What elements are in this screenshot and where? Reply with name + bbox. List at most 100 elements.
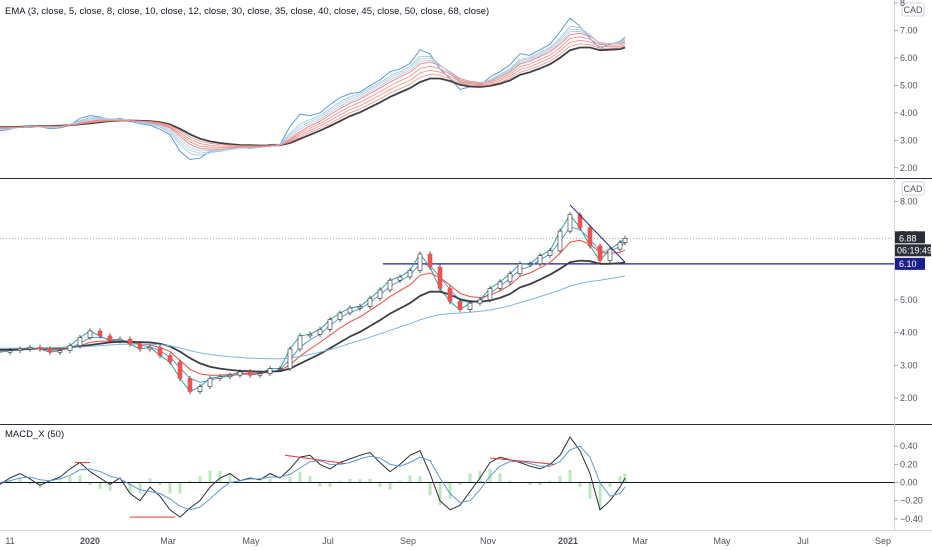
x-tick-label: May xyxy=(713,536,731,546)
candle-body xyxy=(47,348,53,353)
candle-body xyxy=(287,348,293,369)
price-currency-badge[interactable]: CAD xyxy=(901,181,925,196)
candle-body xyxy=(187,378,193,392)
price-y-tick-label: 8.00 xyxy=(900,197,918,207)
candle-body xyxy=(207,378,213,387)
candle-body xyxy=(497,281,503,289)
macd-y-tick-label: −0.20 xyxy=(900,496,923,506)
candle-body xyxy=(177,361,183,379)
candle-body xyxy=(507,273,513,283)
ema-legend[interactable]: EMA (3, close, 5, close, 8, close, 10, c… xyxy=(5,6,489,17)
macd-series-1 xyxy=(0,445,626,511)
ema-y-tick-label: 4.00 xyxy=(900,108,918,118)
macd-histogram-bar xyxy=(558,476,562,483)
macd-histogram-bar xyxy=(318,482,322,487)
macd-histogram-bar xyxy=(208,470,212,483)
macd-histogram-bar xyxy=(428,482,432,496)
macd-histogram-bar xyxy=(448,482,452,499)
ema-currency-badge[interactable]: CAD xyxy=(901,2,925,17)
ema-panel[interactable] xyxy=(0,17,626,161)
macd-histogram-bar xyxy=(458,482,462,486)
macd-histogram-bar xyxy=(418,476,422,483)
candle-body xyxy=(67,345,73,351)
macd-histogram-bar xyxy=(128,482,132,492)
candle-body xyxy=(217,376,223,379)
macd-histogram-bar xyxy=(188,480,192,483)
candle-body xyxy=(37,347,43,350)
x-tick-label: Sep xyxy=(875,536,891,546)
macd-histogram-bar xyxy=(578,482,582,488)
candle-body xyxy=(622,238,628,243)
macd-panel[interactable] xyxy=(0,436,894,518)
price-series-1 xyxy=(0,226,626,383)
candle-body xyxy=(107,335,113,342)
candle-body xyxy=(517,263,523,274)
macd-histogram-bar xyxy=(548,480,552,483)
candle-body xyxy=(527,263,533,266)
macd-histogram-bar xyxy=(468,473,472,483)
candle-body xyxy=(417,253,423,271)
macd-histogram-bar xyxy=(148,478,152,483)
macd-histogram-bar xyxy=(378,482,382,488)
candle-body xyxy=(587,227,593,247)
candle-body xyxy=(357,306,363,309)
macd-histogram-bar xyxy=(168,482,172,494)
price-series-4 xyxy=(0,275,626,360)
divergence-line-2[interactable] xyxy=(284,454,346,464)
macd-histogram-bar xyxy=(338,480,342,483)
macd-histogram-bar xyxy=(78,475,82,483)
macd-histogram-bar xyxy=(538,482,542,486)
x-tick-label: 11 xyxy=(5,536,14,546)
candle-body xyxy=(457,301,463,310)
macd-histogram-bar xyxy=(608,482,612,488)
macd-y-tick-label: 0.00 xyxy=(900,478,918,488)
candle-body xyxy=(327,319,333,330)
candle-body xyxy=(307,333,313,337)
ema-y-tick-label: 6.00 xyxy=(900,53,918,63)
candle-body xyxy=(277,368,283,370)
candle-body xyxy=(17,348,23,351)
x-tick-label: Nov xyxy=(480,536,497,546)
macd-histogram-bar xyxy=(408,475,412,483)
candle-body xyxy=(27,347,33,350)
macd-histogram-bar xyxy=(68,476,72,483)
macd-histogram-bar xyxy=(478,470,482,483)
divergence-line-3[interactable] xyxy=(489,457,556,465)
macd-histogram-bar xyxy=(508,480,512,483)
macd-histogram-bar xyxy=(358,478,362,483)
candle-body xyxy=(7,350,13,353)
level-price-value: 6.10 xyxy=(899,259,917,269)
candle-body xyxy=(247,371,253,376)
x-tick-label: 2021 xyxy=(558,536,578,546)
macd-histogram-bar xyxy=(348,478,352,483)
macd-histogram-bar xyxy=(328,482,332,488)
x-tick-label: 2020 xyxy=(80,536,100,546)
countdown-tag: 06:19:49 xyxy=(895,244,932,257)
level-price-tag: 6.10 xyxy=(895,257,925,270)
candle-body xyxy=(197,386,203,392)
price-series-2 xyxy=(0,239,626,376)
ema-y-tick-label: 5.00 xyxy=(900,80,918,90)
macd-histogram-bar xyxy=(388,482,392,490)
macd-histogram-bar xyxy=(498,473,502,483)
candle-body xyxy=(297,335,303,350)
macd-histogram-bar xyxy=(198,476,202,483)
macd-histogram-bar xyxy=(28,482,32,485)
trend-line[interactable] xyxy=(569,204,626,263)
ema-ribbon-blue-1 xyxy=(0,30,626,152)
macd-histogram-bar xyxy=(568,469,572,483)
ema-ribbon-blue-0 xyxy=(0,28,626,154)
x-tick-label: Mar xyxy=(160,536,176,546)
candle-body xyxy=(487,288,493,301)
candle-body xyxy=(157,347,163,356)
macd-histogram-bar xyxy=(308,476,312,483)
macd-legend[interactable]: MACD_X (50) xyxy=(5,429,64,440)
last-price-tag: 6.88 xyxy=(895,231,925,244)
candle-body xyxy=(367,297,373,307)
macd-histogram-bar xyxy=(18,478,22,483)
macd-histogram-bar xyxy=(618,476,622,483)
macd-histogram-bar xyxy=(598,482,602,510)
price-panel[interactable] xyxy=(0,204,894,395)
macd-histogram-bar xyxy=(288,477,292,483)
